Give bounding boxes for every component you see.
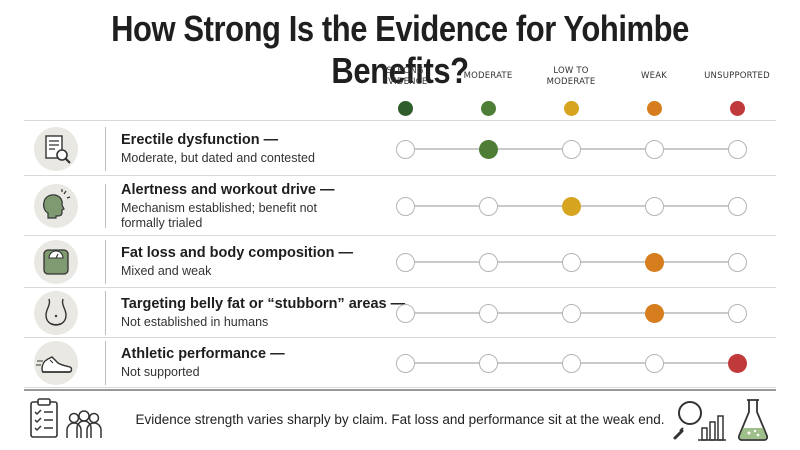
scale-level-label: UNSUPPORTED (704, 71, 770, 81)
evidence-marker (395, 196, 415, 216)
footer-divider (24, 389, 776, 391)
scale-level-label: STRONG EVIDENCE (382, 66, 428, 87)
scale-level: STRONG EVIDENCE (365, 66, 445, 122)
evidence-marker (478, 303, 498, 323)
evidence-marker-active (561, 196, 581, 216)
row-divider (105, 291, 106, 335)
claim-title: Fat loss and body composition — (121, 245, 354, 261)
claim-text: Erectile dysfunction — Moderate, but date… (121, 131, 401, 166)
row-divider (105, 184, 106, 228)
row-divider (105, 240, 106, 284)
flask-icon (737, 399, 769, 441)
evidence-scale-header: STRONG EVIDENCE MODERATE LOW TO MODERATE WEAK… (0, 66, 800, 122)
evidence-marker-active (644, 252, 664, 272)
scale-level-dot (563, 101, 579, 116)
evidence-marker-active (727, 353, 747, 373)
claim-text: Fat loss and body composition — Mixed and… (121, 244, 401, 279)
claim-title: Targeting belly fat or “stubborn” areas … (121, 296, 406, 312)
claim-row: Fat loss and body composition — Mixed and… (24, 236, 776, 288)
evidence-marker (644, 196, 664, 216)
claim-title: Athletic performance — (121, 346, 285, 362)
evidence-marker (644, 139, 664, 159)
scale-level: MODERATE (448, 66, 528, 122)
people-icon (66, 410, 102, 438)
claim-row: Athletic performance — Not supported (24, 338, 776, 388)
scale-level-dot (480, 101, 496, 116)
claim-text: Athletic performance — Not supported (121, 345, 401, 380)
scale-level-label: WEAK (641, 71, 667, 81)
evidence-marker (478, 252, 498, 272)
claim-verdict: Mechanism established; benefit not forma… (121, 201, 317, 230)
claim-row: Targeting belly fat or “stubborn” areas … (24, 288, 776, 338)
evidence-marker (561, 303, 581, 323)
claim-title: Erectile dysfunction — (121, 132, 279, 148)
scale-level-dot (729, 101, 745, 116)
row-divider (105, 341, 106, 385)
magnifier-chart-icon (673, 401, 726, 441)
evidence-marker-active (644, 303, 664, 323)
claim-verdict: Mixed and weak (121, 264, 212, 278)
footer-summary: Evidence strength varies sharply by clai… (135, 412, 665, 427)
evidence-marker (727, 303, 747, 323)
scale-level-dot (397, 101, 413, 116)
claim-text: Alertness and workout drive — Mechanism e… (121, 181, 401, 231)
scale-level: LOW TO MODERATE (531, 66, 611, 122)
evidence-marker (395, 353, 415, 373)
evidence-marker (395, 303, 415, 323)
head-alert-icon (34, 184, 78, 228)
evidence-marker-active (478, 139, 498, 159)
claim-verdict: Not supported (121, 365, 200, 379)
scale-icon (34, 240, 78, 284)
scale-level: WEAK (614, 66, 694, 122)
evidence-marker (561, 252, 581, 272)
evidence-marker (395, 252, 415, 272)
scale-level-label: MODERATE (463, 71, 513, 81)
scale-level-dot (646, 101, 662, 116)
claim-row: Erectile dysfunction — Moderate, but date… (24, 120, 776, 176)
scale-level: UNSUPPORTED (697, 66, 777, 122)
evidence-marker (727, 196, 747, 216)
claim-row: Alertness and workout drive — Mechanism e… (24, 176, 776, 236)
evidence-marker (644, 353, 664, 373)
evidence-marker (561, 353, 581, 373)
claim-verdict: Not established in humans (121, 315, 269, 329)
evidence-marker (395, 139, 415, 159)
evidence-marker (727, 139, 747, 159)
evidence-marker (478, 353, 498, 373)
evidence-marker (478, 196, 498, 216)
evidence-marker (561, 139, 581, 159)
belly-icon (34, 291, 78, 335)
scale-level-label: LOW TO MODERATE (546, 66, 596, 87)
page-title: How Strong Is the Evidence for Yohimbe B… (111, 8, 689, 91)
claim-title: Alertness and workout drive — (121, 182, 335, 198)
checklist-icon (30, 398, 58, 438)
row-divider (105, 127, 106, 171)
claim-text: Targeting belly fat or “stubborn” areas … (121, 295, 406, 330)
document-magnifier-icon (34, 127, 78, 171)
claim-verdict: Moderate, but dated and contested (121, 151, 315, 165)
evidence-marker (727, 252, 747, 272)
running-shoe-icon (34, 341, 78, 385)
